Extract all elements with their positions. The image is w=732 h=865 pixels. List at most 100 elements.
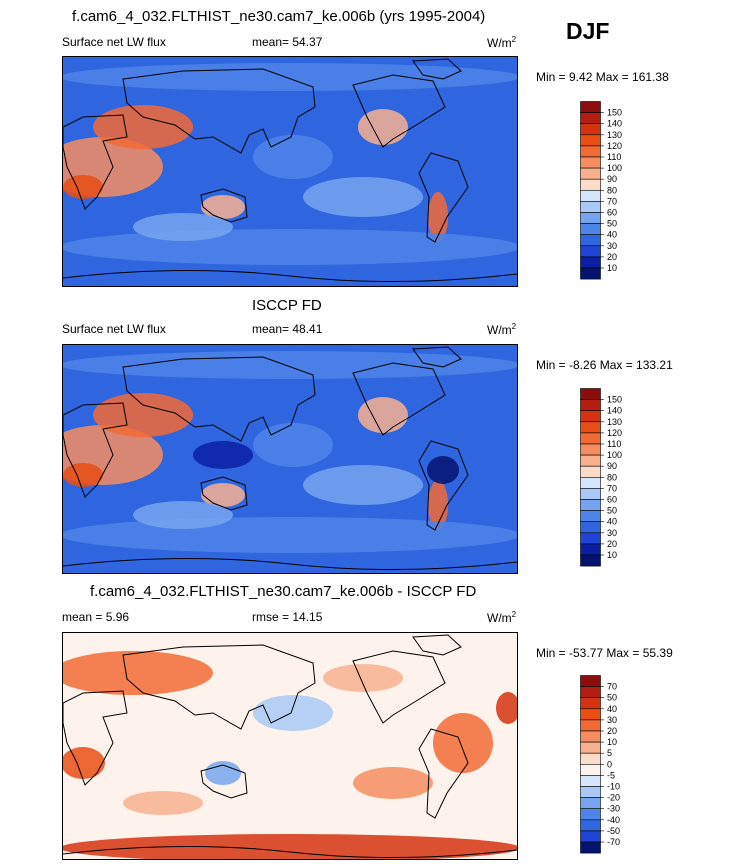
colorbar-swatch [580, 465, 601, 478]
colorbar-swatch [580, 245, 601, 258]
colorbar-label: -50 [607, 826, 620, 836]
field-contour [123, 791, 203, 815]
colorbar-label: 70 [607, 682, 617, 692]
colorbar-label: 10 [607, 263, 617, 273]
panel3-map [62, 632, 518, 860]
colorbar-swatch [580, 752, 601, 765]
field-contour [63, 747, 105, 779]
panel3-minmax: Min = -53.77 Max = 55.39 [536, 646, 673, 660]
field-contour [358, 109, 408, 145]
colorbar-swatch [580, 212, 601, 224]
field-contour [303, 177, 423, 217]
field-contour [201, 195, 245, 219]
coastline [63, 690, 128, 786]
coastline [352, 74, 446, 148]
field-contour [63, 229, 517, 265]
colorbar-label: 60 [607, 208, 617, 218]
field-contour [133, 501, 233, 529]
colorbar-label: 120 [607, 141, 622, 151]
colorbar-swatch [580, 234, 601, 247]
colorbar-swatch [580, 686, 601, 699]
colorbar-label: 30 [607, 715, 617, 725]
field-contour [63, 834, 517, 859]
colorbar-swatch [580, 388, 601, 400]
panel3-rmse-label: rmse = 14.15 [252, 610, 323, 624]
field-contour [133, 213, 233, 241]
colorbar-label: 130 [607, 417, 622, 427]
field-contour [63, 63, 517, 91]
colorbar-swatch [580, 477, 601, 489]
coastline [418, 728, 469, 819]
colorbar-swatch [580, 101, 601, 113]
colorbar-swatch [580, 190, 601, 202]
colorbar-swatch [580, 499, 601, 511]
colorbar-label: 40 [607, 230, 617, 240]
colorbar-label: 80 [607, 185, 617, 195]
panel3-title: f.cam6_4_032.FLTHIST_ne30.cam7_ke.006b -… [90, 583, 477, 600]
coastline [412, 346, 462, 368]
colorbar-label: 130 [607, 130, 622, 140]
colorbar-swatch [580, 719, 601, 732]
panel2-variable-label: Surface net LW flux [62, 322, 166, 336]
colorbar-swatch [580, 532, 601, 545]
season-label: DJF [566, 18, 610, 44]
field-contour [303, 465, 423, 505]
panel1-units-label: W/m2 [487, 35, 517, 50]
colorbar-label: 150 [607, 395, 622, 405]
colorbar-swatch [580, 432, 601, 445]
field-contour [428, 192, 448, 242]
colorbar-swatch [580, 156, 601, 169]
panel1-title: f.cam6_4_032.FLTHIST_ne30.cam7_ke.006b (… [72, 8, 486, 25]
panel2-colorbar: 150 140 130 120 110 100 90 80 70 60 50 40 30 20 10 [580, 388, 640, 568]
panel1-map [62, 56, 518, 287]
field-contour [201, 483, 245, 507]
panel1-minmax: Min = 9.42 Max = 161.38 [536, 70, 669, 84]
coastline [122, 68, 316, 154]
colorbar-label: 140 [607, 406, 622, 416]
coastline [122, 644, 316, 730]
colorbar-swatch [580, 786, 601, 798]
colorbar-label: 100 [607, 163, 622, 173]
coastline [63, 402, 128, 498]
colorbar-swatch [580, 808, 601, 821]
panel3-units-label: W/m2 [487, 610, 517, 625]
colorbar-label: 50 [607, 219, 617, 229]
colorbar-label: 10 [607, 550, 617, 560]
colorbar-label: 20 [607, 726, 617, 736]
colorbar-swatch [580, 521, 601, 534]
colorbar-swatch [580, 841, 601, 854]
colorbar-swatch [580, 764, 601, 776]
panel1-colorbar: 150 140 130 120 110 100 90 80 70 60 50 40 30 20 10 [580, 101, 640, 281]
colorbar-label: 80 [607, 472, 617, 482]
colorbar-swatch [580, 543, 601, 556]
coastline [418, 440, 469, 531]
coastline [412, 634, 462, 656]
colorbar-swatch [580, 730, 601, 743]
coastline [200, 764, 248, 799]
colorbar-swatch [580, 410, 601, 423]
colorbar-swatch [580, 775, 601, 787]
colorbar-label: 50 [607, 506, 617, 516]
field-contour [427, 456, 459, 484]
colorbar-label: 70 [607, 483, 617, 493]
coastline [63, 557, 517, 571]
panel3-mean-label: mean = 5.96 [62, 610, 130, 624]
colorbar-swatch [580, 510, 601, 522]
colorbar-swatch [580, 256, 601, 269]
field-contour [496, 692, 517, 724]
colorbar-swatch [580, 488, 601, 500]
coastline [63, 845, 517, 859]
colorbar-label: 30 [607, 241, 617, 251]
field-contour [63, 651, 213, 695]
colorbar-label: -30 [607, 804, 620, 814]
colorbar-swatch [580, 697, 601, 710]
colorbar-swatch [580, 267, 601, 280]
colorbar-label: 0 [607, 759, 612, 769]
colorbar-label: 150 [607, 108, 622, 118]
colorbar-label: 40 [607, 517, 617, 527]
colorbar-label: 110 [607, 439, 621, 449]
field-contour [428, 480, 448, 530]
colorbar-label: 5 [607, 748, 612, 758]
colorbar-label: 70 [607, 196, 617, 206]
colorbar-label: 90 [607, 174, 617, 184]
